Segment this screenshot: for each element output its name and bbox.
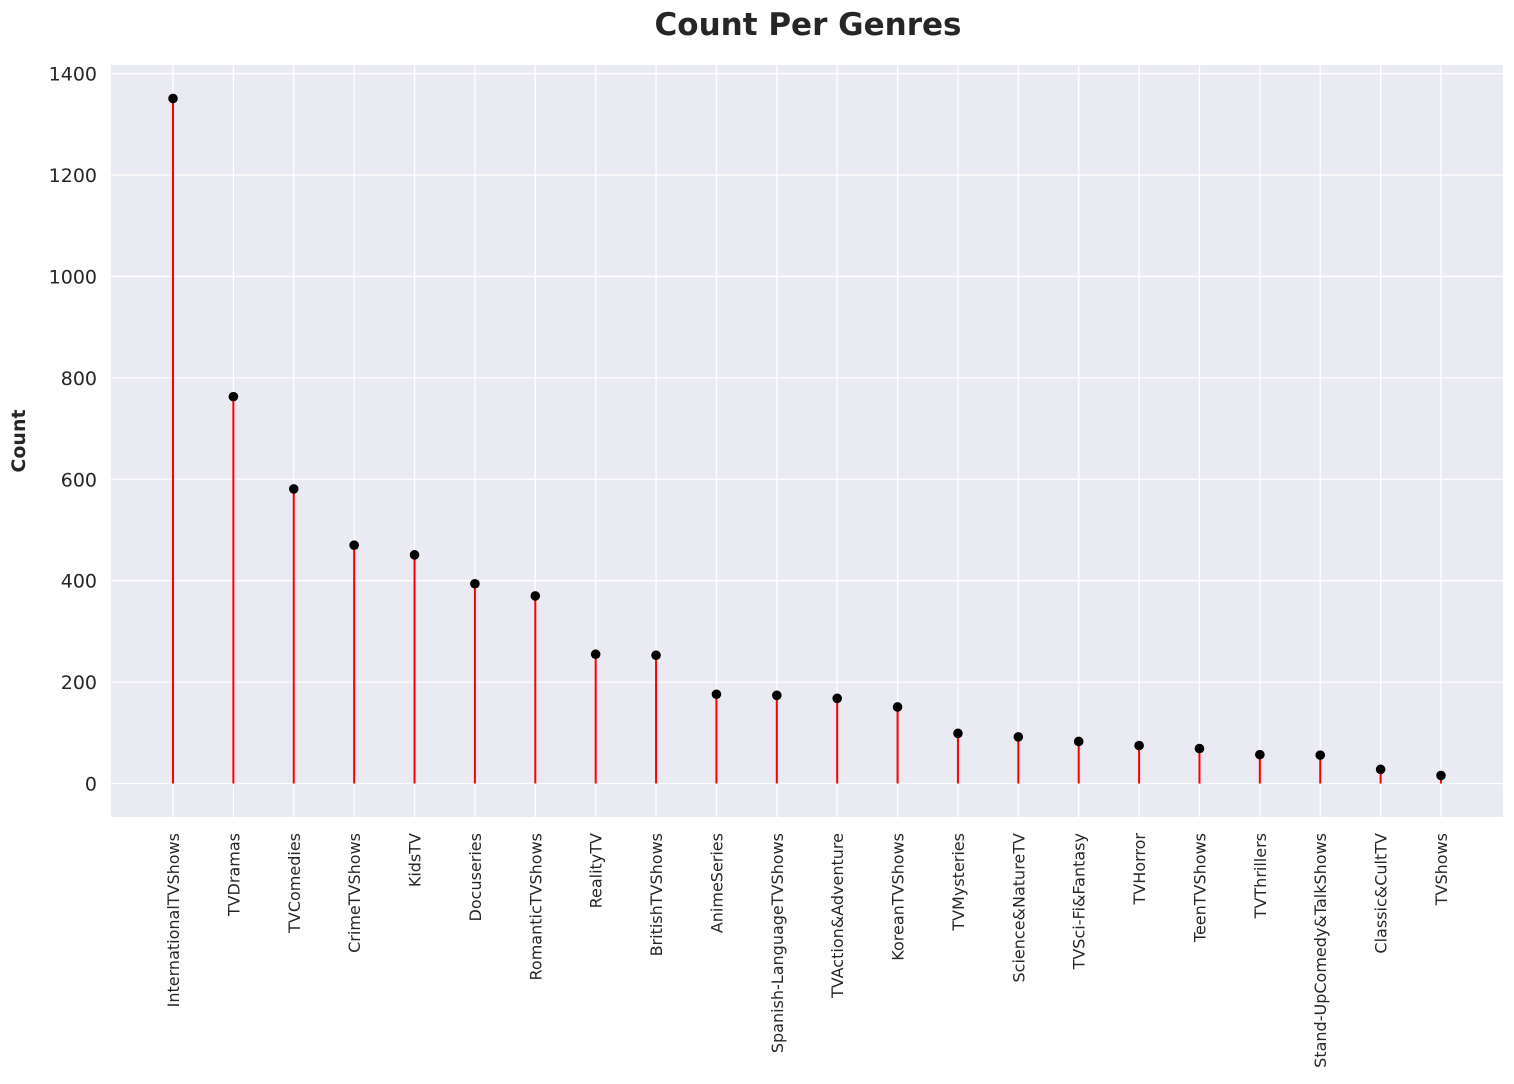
x-tick-label: AnimeSeries bbox=[707, 833, 726, 933]
x-tick-label: TVShows bbox=[1432, 833, 1451, 906]
data-point bbox=[1194, 743, 1205, 754]
data-point bbox=[228, 391, 239, 402]
y-tick-label: 600 bbox=[61, 469, 97, 491]
x-tick-label: InternationalTVShows bbox=[164, 833, 183, 1007]
data-point bbox=[711, 689, 722, 700]
data-point bbox=[349, 540, 359, 551]
data-point bbox=[772, 690, 782, 701]
data-point bbox=[953, 728, 963, 739]
data-point bbox=[1375, 764, 1386, 775]
data-point bbox=[288, 484, 299, 494]
data-point bbox=[409, 550, 420, 560]
x-tick-label: RealityTV bbox=[587, 833, 606, 908]
x-tick-label: TVHorror bbox=[1130, 833, 1149, 906]
stems bbox=[172, 98, 1442, 784]
data-point bbox=[590, 649, 601, 660]
x-tick-label: CrimeTVShows bbox=[345, 833, 364, 953]
x-tick-label: KidsTV bbox=[406, 833, 425, 887]
y-tick-label: 1200 bbox=[49, 165, 97, 187]
markers bbox=[168, 93, 1446, 781]
x-tick-label: Science&NatureTV bbox=[1009, 833, 1028, 983]
y-tick-label: 200 bbox=[61, 672, 97, 694]
data-point bbox=[530, 591, 541, 601]
plot-area bbox=[111, 65, 1503, 817]
y-tick-label: 1000 bbox=[49, 266, 97, 288]
x-tick-label: Docuseries bbox=[466, 833, 485, 921]
x-tick-label: TVComedies bbox=[285, 833, 304, 934]
data-point bbox=[651, 650, 661, 661]
data-point bbox=[1013, 732, 1024, 742]
y-tick-label: 800 bbox=[61, 368, 97, 390]
data-point bbox=[1255, 749, 1265, 760]
x-tick-label: TVAction&Adventure bbox=[828, 833, 847, 999]
x-tick-label: RomanticTVShows bbox=[526, 833, 545, 980]
data-point bbox=[1134, 740, 1144, 751]
x-tick-label: Stand-UpComedy&TalkShows bbox=[1311, 833, 1330, 1068]
x-tick-label: Spanish-LanguageTVShows bbox=[768, 833, 787, 1053]
data-point bbox=[892, 702, 903, 712]
x-tick-label: TeenTVShows bbox=[1190, 833, 1209, 943]
data-point bbox=[832, 693, 842, 704]
x-tick-label: TVDramas bbox=[224, 833, 243, 917]
x-tick-label: BritishTVShows bbox=[647, 833, 666, 956]
y-axis-label: Count bbox=[8, 409, 30, 472]
x-tick-label: KoreanTVShows bbox=[889, 833, 908, 961]
chart-title: Count Per Genres bbox=[655, 7, 962, 43]
data-point bbox=[1436, 770, 1446, 781]
data-point bbox=[168, 93, 178, 104]
y-tick-label: 1400 bbox=[49, 64, 97, 86]
x-tick-label: TVMysteries bbox=[949, 833, 968, 932]
x-tick-label: Classic&CultTV bbox=[1372, 833, 1391, 954]
data-point bbox=[470, 578, 480, 589]
data-point bbox=[1315, 750, 1326, 760]
x-tick-label: TVSci-Fi&Fantasy bbox=[1070, 833, 1089, 970]
x-axis-ticks: InternationalTVShows TVDramas TVComedies Cr… bbox=[164, 833, 1451, 1068]
y-tick-label: 0 bbox=[85, 774, 97, 796]
x-tick-label: TVThrillers bbox=[1251, 833, 1270, 919]
y-axis-ticks: 0 200 400 600 800 1000 1200 1400 bbox=[49, 64, 97, 796]
data-point bbox=[1073, 736, 1084, 747]
y-tick-label: 400 bbox=[61, 571, 97, 593]
